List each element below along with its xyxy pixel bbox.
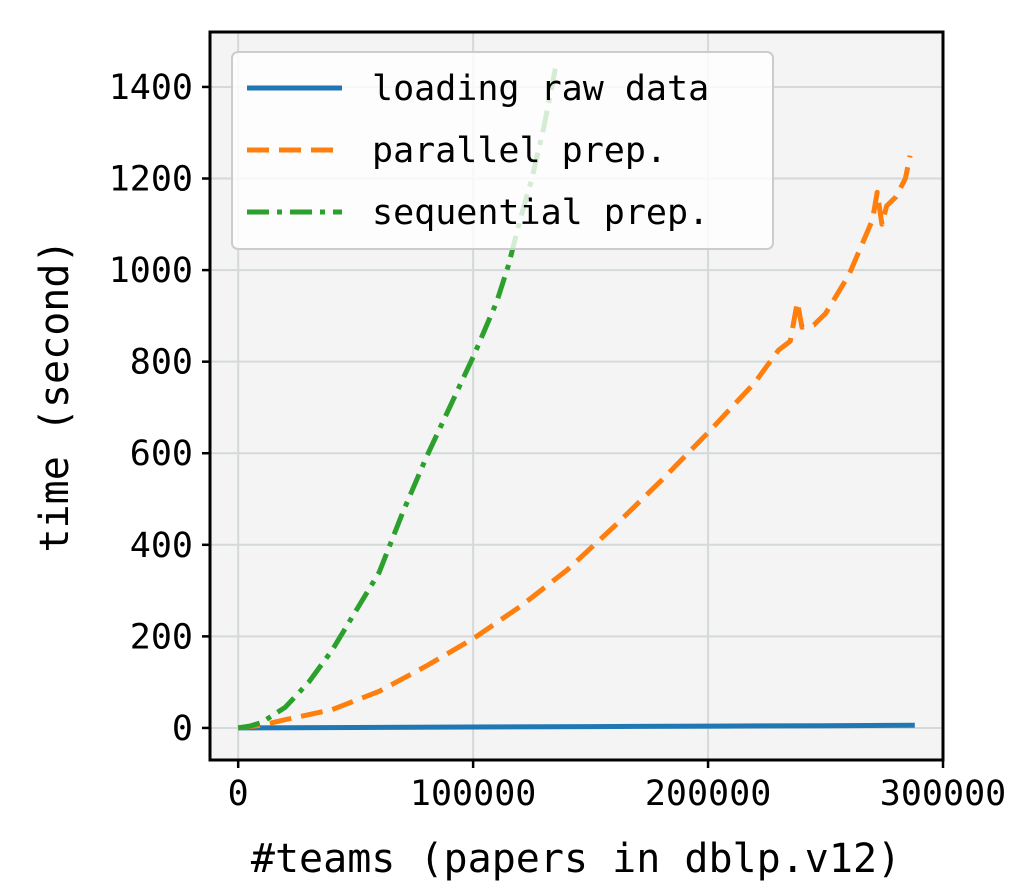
y-tick-label: 0: [172, 709, 193, 749]
x-axis-label: #teams (papers in dblp.v12): [251, 836, 901, 882]
y-tick-label: 1000: [109, 251, 193, 291]
y-tick-label: 800: [130, 343, 193, 383]
x-tick-label: 0: [228, 774, 249, 814]
y-tick-label: 1200: [109, 160, 193, 200]
legend-label-loading-raw-data: loading raw data: [372, 69, 709, 109]
y-tick-label: 600: [130, 434, 193, 474]
legend-label-sequential-prep: sequential prep.: [372, 193, 709, 233]
y-axis-label: time (second): [32, 239, 78, 552]
plot-frame: [208, 30, 945, 762]
series-line-parallel-prep: [237, 155, 913, 731]
legend-box: [231, 51, 774, 250]
series-line-loading-raw-data: [238, 722, 915, 731]
y-tick-label: 200: [130, 617, 193, 657]
x-tick-label: 200000: [645, 774, 771, 814]
y-tick-label: 400: [130, 526, 193, 566]
axis-ticks: 0 100000 200000 300000 0 200 400 600 800 1000 1200…: [109, 68, 1007, 814]
legend-label-parallel-prep: parallel prep.: [372, 131, 667, 171]
x-tick-label: 300000: [880, 774, 1006, 814]
x-tick-label: 100000: [410, 774, 536, 814]
y-tick-label: 1400: [109, 68, 193, 108]
legend: loading raw data parallel prep. sequential…: [231, 51, 774, 250]
